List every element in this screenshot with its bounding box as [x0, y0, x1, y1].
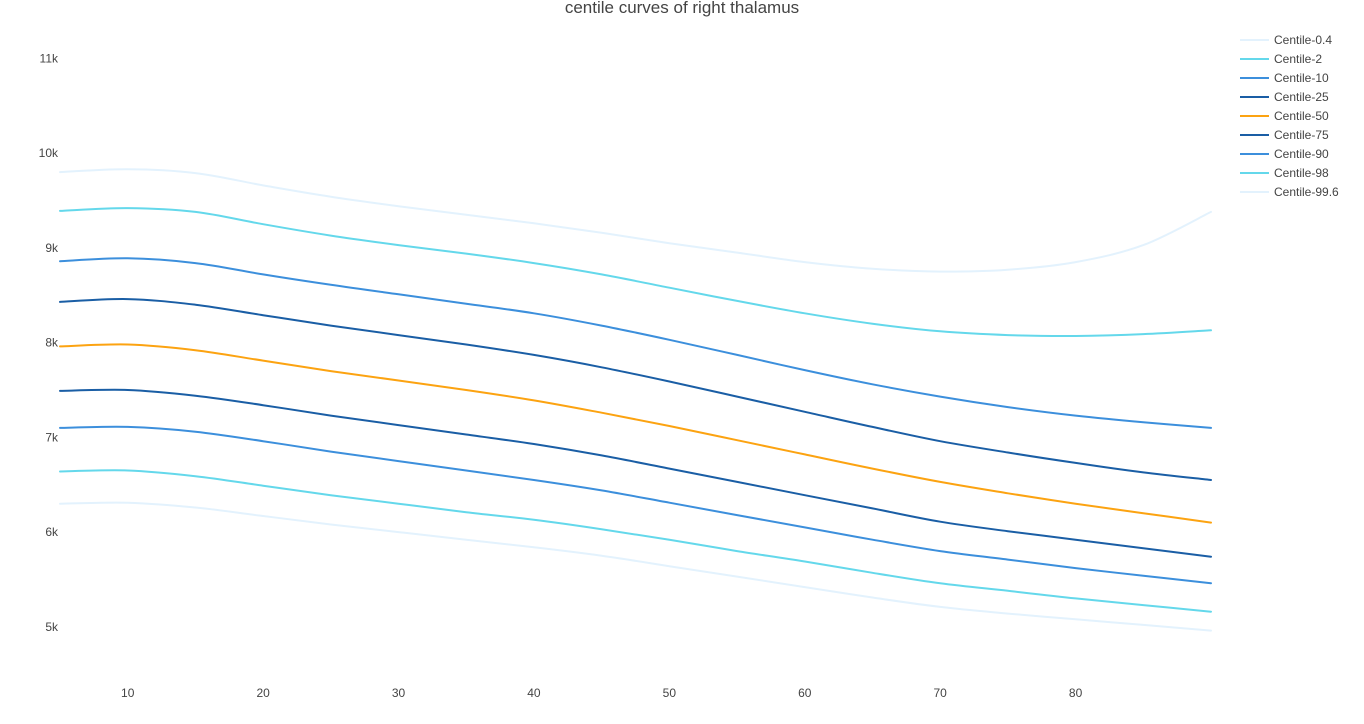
x-axis-tick-labels: 10 20 30 40 50 60 70 80 — [121, 686, 1083, 700]
legend-item[interactable]: Centile-50 — [1240, 109, 1329, 123]
chart-title: centile curves of right thalamus — [565, 0, 799, 17]
x-tick-label: 10 — [121, 686, 135, 700]
series-line-centile-98[interactable] — [59, 207, 1212, 338]
legend-item[interactable]: Centile-75 — [1240, 128, 1329, 142]
series-line-centile-99-6[interactable] — [59, 168, 1212, 273]
series-line-centile-0-4[interactable] — [59, 501, 1212, 632]
series-line-centile-25[interactable] — [59, 388, 1212, 558]
legend[interactable]: Centile-0.4 Centile-2 Centile-10 Centile-25… — [1240, 33, 1339, 199]
y-tick-label: 7k — [45, 430, 59, 444]
legend-item[interactable]: Centile-10 — [1240, 71, 1329, 85]
y-tick-label: 5k — [45, 620, 59, 634]
y-tick-label: 9k — [45, 241, 59, 255]
y-axis-tick-labels: 5k 6k 7k 8k 9k 10k 11k — [39, 51, 59, 633]
legend-item[interactable]: Centile-0.4 — [1240, 33, 1332, 47]
series-lines — [59, 168, 1212, 632]
y-tick-label: 11k — [40, 51, 59, 65]
legend-item[interactable]: Centile-2 — [1240, 52, 1322, 66]
x-tick-label: 30 — [392, 686, 406, 700]
legend-item[interactable]: Centile-98 — [1240, 166, 1329, 180]
series-line-centile-75[interactable] — [59, 298, 1212, 481]
legend-label: Centile-2 — [1274, 52, 1322, 66]
legend-label: Centile-50 — [1274, 109, 1329, 123]
x-tick-label: 70 — [933, 686, 947, 700]
y-tick-label: 10k — [39, 146, 59, 160]
x-tick-label: 40 — [527, 686, 541, 700]
legend-item[interactable]: Centile-25 — [1240, 90, 1329, 104]
legend-item[interactable]: Centile-90 — [1240, 147, 1329, 161]
x-tick-label: 80 — [1069, 686, 1083, 700]
legend-label: Centile-99.6 — [1274, 185, 1339, 199]
y-tick-label: 6k — [45, 525, 59, 539]
y-tick-label: 8k — [45, 336, 59, 350]
legend-item[interactable]: Centile-99.6 — [1240, 185, 1339, 199]
legend-label: Centile-75 — [1274, 128, 1329, 142]
legend-label: Centile-98 — [1274, 166, 1329, 180]
series-line-centile-10[interactable] — [59, 425, 1212, 585]
series-line-centile-50[interactable] — [59, 343, 1212, 524]
legend-label: Centile-90 — [1274, 147, 1329, 161]
x-tick-label: 60 — [798, 686, 812, 700]
legend-label: Centile-0.4 — [1274, 33, 1332, 47]
x-tick-label: 50 — [663, 686, 677, 700]
series-line-centile-2[interactable] — [59, 469, 1212, 613]
legend-label: Centile-25 — [1274, 90, 1329, 104]
series-line-centile-90[interactable] — [59, 257, 1212, 429]
legend-label: Centile-10 — [1274, 71, 1329, 85]
x-tick-label: 20 — [256, 686, 270, 700]
